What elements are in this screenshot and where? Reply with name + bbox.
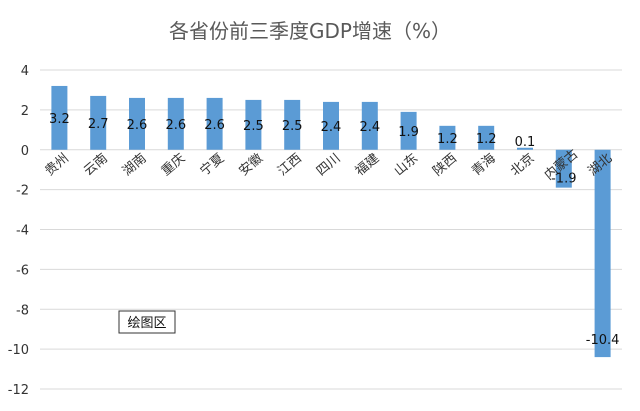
y-tick-label: -4	[16, 224, 29, 239]
data-label: 2.4	[359, 120, 380, 135]
data-label: -10.4	[586, 333, 620, 348]
category-label: 四川	[314, 151, 344, 179]
category-label: 陕西	[430, 151, 460, 179]
data-label: -1.9	[551, 172, 576, 187]
data-label: 1.9	[398, 125, 419, 140]
data-label: 2.6	[165, 118, 186, 133]
data-label: 2.5	[282, 119, 303, 134]
category-label: 青海	[469, 151, 499, 179]
y-tick-label: 0	[21, 144, 29, 159]
bar[interactable]	[167, 97, 184, 150]
bar[interactable]	[284, 99, 301, 150]
y-tick-label: -12	[8, 383, 29, 398]
bar[interactable]	[555, 149, 572, 188]
data-labels: 3.2 2.7 2.6 2.6 2.6 2.5 2.5 2.4 2.4 1.9 1.2 1.2 0.1 -…	[49, 112, 619, 348]
data-label: 2.7	[88, 117, 109, 132]
bar[interactable]	[439, 125, 456, 150]
bar[interactable]	[400, 111, 417, 150]
y-tick-label: 2	[21, 104, 29, 119]
bar[interactable]	[245, 99, 262, 150]
category-label: 重庆	[158, 150, 188, 179]
bar[interactable]	[206, 97, 223, 150]
data-label: 2.6	[127, 118, 148, 133]
chart-title: 各省份前三季度GDP增速（%）	[169, 19, 451, 43]
bar[interactable]	[90, 95, 107, 150]
data-label: 2.4	[321, 120, 342, 135]
plot-area-tag-label: 绘图区	[127, 316, 166, 331]
category-label: 北京	[508, 151, 538, 179]
bar[interactable]	[361, 101, 378, 150]
y-axis-ticks: 4 2 0 -2 -4 -6 -8 -10 -12	[8, 64, 29, 398]
bar[interactable]	[51, 85, 68, 150]
category-label: 山东	[392, 151, 422, 179]
category-label: 云南	[81, 150, 111, 179]
y-tick-label: -8	[16, 303, 29, 318]
bar[interactable]	[478, 125, 495, 150]
y-tick-label: -10	[8, 343, 29, 358]
category-label: 江西	[275, 151, 305, 179]
y-tick-label: -2	[16, 184, 29, 199]
y-tick-label: 4	[21, 64, 29, 79]
category-label: 安徽	[236, 151, 266, 179]
plot-area-tag[interactable]: 绘图区	[118, 310, 176, 334]
data-label: 3.2	[49, 112, 70, 127]
bars	[51, 85, 611, 358]
plot-area-tag-box[interactable]	[118, 310, 176, 334]
category-label: 湖南	[119, 150, 149, 179]
bar[interactable]	[517, 147, 533, 150]
y-tick-label: -6	[16, 263, 29, 278]
bar[interactable]	[594, 149, 611, 358]
category-label: 贵州	[42, 151, 72, 179]
category-label: 宁夏	[197, 150, 227, 179]
category-labels: 贵州 云南 湖南 重庆 宁夏 安徽 江西 四川 福建 山东 陕西 青海 北京 内蒙古 湖北	[42, 146, 615, 183]
data-label: 1.2	[437, 132, 458, 147]
data-label: 2.5	[243, 119, 264, 134]
data-label: 1.2	[476, 132, 497, 147]
bar[interactable]	[129, 97, 145, 150]
bar[interactable]	[323, 101, 339, 150]
category-label: 福建	[353, 151, 383, 179]
data-label: 0.1	[515, 135, 536, 150]
data-label: 2.6	[204, 118, 225, 133]
